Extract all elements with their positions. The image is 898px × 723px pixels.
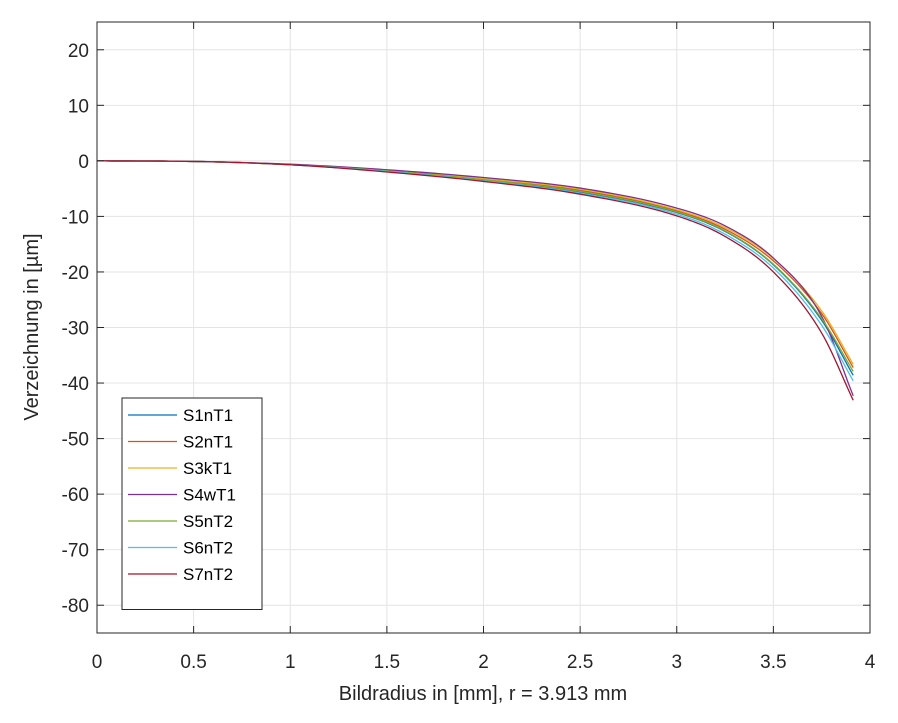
- y-tick-label: 0: [78, 152, 89, 173]
- grid: [96, 22, 871, 633]
- series-line-s7nt2: [96, 160, 854, 401]
- legend-label: S5nT2: [183, 512, 233, 531]
- y-tick-label: -30: [62, 319, 89, 340]
- y-tick-label: 20: [68, 41, 89, 62]
- legend-label: S7nT2: [183, 565, 233, 584]
- x-tick-label: 1: [285, 652, 296, 673]
- x-tick-label: 2: [478, 652, 489, 673]
- y-tick-label: -80: [62, 596, 89, 617]
- x-tick-label: 1.5: [374, 652, 400, 673]
- legend-label: S2nT1: [183, 433, 233, 452]
- x-tick-label: 0: [92, 652, 103, 673]
- legend-label: S3kT1: [183, 459, 232, 478]
- legend-label: S6nT2: [183, 539, 233, 558]
- x-axis-label: Bildradius in [mm], r = 3.913 mm: [339, 683, 627, 705]
- x-tick-label: 0.5: [180, 652, 206, 673]
- y-tick-label: -60: [62, 485, 89, 506]
- y-tick-label: -40: [62, 374, 89, 395]
- x-tick-label: 3.5: [760, 652, 786, 673]
- y-tick-label: -70: [62, 541, 89, 562]
- y-axis-label: Verzeichnung in [µm]: [21, 233, 43, 420]
- y-tick-label: -20: [62, 263, 89, 284]
- x-tick-label: 3: [671, 652, 682, 673]
- series-lines: [96, 160, 854, 401]
- x-tick-label: 4: [865, 652, 876, 673]
- y-tick-label: -50: [62, 430, 89, 451]
- y-tick-label: -10: [62, 207, 89, 228]
- x-tick-label: 2.5: [567, 652, 593, 673]
- y-tick-label: 10: [68, 96, 89, 117]
- legend-label: S1nT1: [183, 406, 233, 425]
- axis-ticks: 0 0.5 1 1.5 2 2.5 3 3.5 4 20 10 0 -10 -20 -30 -40 -50 -60…: [62, 22, 876, 673]
- legend-label: S4wT1: [183, 486, 236, 505]
- legend: S1nT1 S2nT1 S3kT1 S4wT1 S5nT2 S6nT2 S7nT2: [121, 397, 263, 610]
